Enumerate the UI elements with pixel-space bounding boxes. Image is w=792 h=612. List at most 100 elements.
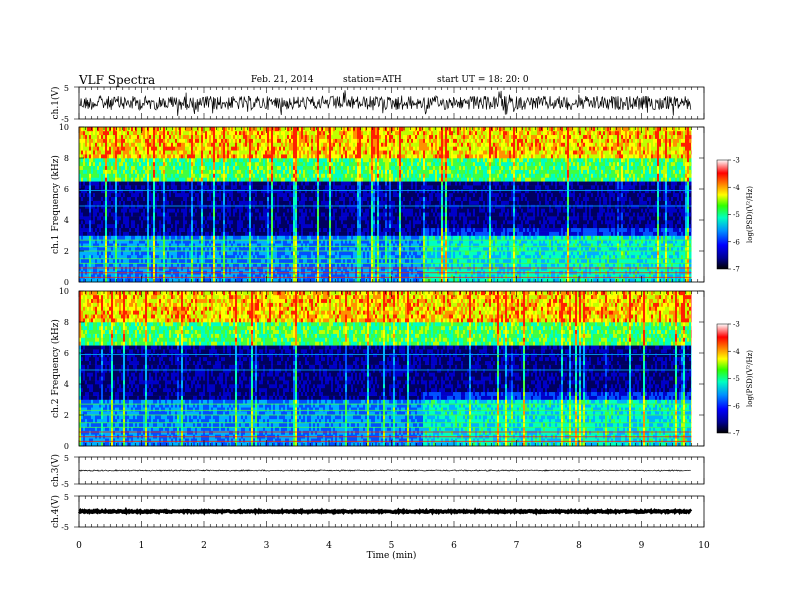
- spectrogram-cell: [257, 224, 259, 228]
- spectrogram-cell: [139, 201, 141, 205]
- spectrogram-cell: [179, 162, 181, 166]
- spectrogram-cell: [231, 259, 233, 263]
- spectrogram-cell: [259, 220, 261, 224]
- spectrogram-cell: [229, 216, 231, 220]
- spectrogram-cell: [185, 216, 187, 220]
- spectrogram-cell: [237, 201, 239, 205]
- spectrogram-cell: [241, 232, 243, 236]
- spectrogram-cell: [85, 143, 87, 147]
- spectrogram-cell: [295, 205, 297, 209]
- spectrogram-cell: [207, 170, 209, 174]
- spectrogram-cell: [239, 127, 241, 131]
- spectrogram-cell: [233, 193, 235, 197]
- spectrogram-cell: [105, 208, 107, 212]
- spectrogram-cell: [175, 205, 177, 209]
- spectrogram-cell: [307, 228, 309, 232]
- spectrogram-cell: [231, 143, 233, 147]
- spectrogram-cell: [251, 162, 253, 166]
- spectrogram-cell: [159, 170, 161, 174]
- spectrogram-cell: [81, 131, 83, 135]
- spectrogram-cell: [235, 174, 237, 178]
- spectrogram-cell: [239, 224, 241, 228]
- spectrogram-cell: [147, 224, 149, 228]
- spectrogram-cell: [225, 267, 227, 271]
- spectrogram-cell: [133, 212, 135, 216]
- spectrogram-cell: [267, 131, 269, 135]
- spectrogram-cell: [115, 158, 117, 162]
- spectrogram-cell: [317, 232, 319, 236]
- spectrogram-cell: [137, 185, 139, 189]
- spectrogram-cell: [279, 201, 281, 205]
- spectrogram-cell: [133, 181, 135, 185]
- spectrogram-cell: [215, 158, 217, 162]
- spectrogram-cell: [103, 197, 105, 201]
- spectrogram-cell: [255, 259, 257, 263]
- spectrogram-cell: [151, 170, 153, 174]
- spectrogram-cell: [241, 205, 243, 209]
- spectrogram-cell: [119, 177, 121, 181]
- spectrogram-cell: [163, 208, 165, 212]
- spectrogram-cell: [197, 205, 199, 209]
- spectrogram-cell: [213, 220, 215, 224]
- spectrogram-cell: [213, 267, 215, 271]
- spectrogram-cell: [253, 143, 255, 147]
- spectrogram-cell: [251, 166, 253, 170]
- spectrogram-cell: [207, 189, 209, 193]
- spectrogram-cell: [277, 185, 279, 189]
- spectrogram-cell: [133, 162, 135, 166]
- spectrogram-cell: [311, 267, 313, 271]
- spectrogram-cell: [305, 170, 307, 174]
- spectrogram-cell: [175, 220, 177, 224]
- spectrogram-cell: [219, 259, 221, 263]
- spectrogram-cell: [171, 162, 173, 166]
- spectrogram-cell: [145, 131, 147, 135]
- spectrogram-cell: [315, 208, 317, 212]
- spectrogram-cell: [187, 212, 189, 216]
- spectrogram-cell: [91, 220, 93, 224]
- spectrogram-cell: [157, 127, 159, 131]
- spectrogram-cell: [187, 189, 189, 193]
- spectrogram-cell: [273, 139, 275, 143]
- spectrogram-cell: [151, 174, 153, 178]
- spectrogram-cell: [99, 259, 101, 263]
- spectrogram-cell: [157, 197, 159, 201]
- spectrogram-cell: [219, 170, 221, 174]
- spectrogram-cell: [103, 154, 105, 158]
- spectrogram-cell: [89, 216, 91, 220]
- spectrogram-cell: [229, 197, 231, 201]
- spectrogram-cell: [297, 228, 299, 232]
- spectrogram-cell: [223, 185, 225, 189]
- spectrogram-cell: [93, 146, 95, 150]
- spectrogram-cell: [131, 135, 133, 139]
- spectrogram-cell: [287, 216, 289, 220]
- spectrogram-cell: [187, 127, 189, 131]
- spectrogram-cell: [163, 251, 165, 255]
- spectrogram-cell: [241, 143, 243, 147]
- spectrogram-cell: [309, 224, 311, 228]
- spectrogram-cell: [299, 185, 301, 189]
- spectrogram-cell: [149, 189, 151, 193]
- spectrogram-cell: [83, 232, 85, 236]
- spectrogram-cell: [153, 174, 155, 178]
- spectrogram-cell: [281, 131, 283, 135]
- spectrogram-cell: [169, 259, 171, 263]
- spectrogram-cell: [283, 166, 285, 170]
- spectrogram-cell: [107, 146, 109, 150]
- spectrogram-cell: [221, 205, 223, 209]
- spectrogram-cell: [265, 212, 267, 216]
- spectrogram-cell: [95, 150, 97, 154]
- spectrogram-cell: [271, 201, 273, 205]
- spectrogram-cell: [93, 251, 95, 255]
- spectrogram-cell: [255, 154, 257, 158]
- spectrogram-cell: [193, 177, 195, 181]
- spectrogram-cell: [153, 181, 155, 185]
- spectrogram-cell: [183, 174, 185, 178]
- spectrogram-cell: [89, 150, 91, 154]
- spectrogram-cell: [155, 220, 157, 224]
- spectrogram-cell: [85, 197, 87, 201]
- spectrogram-cell: [203, 174, 205, 178]
- spectrogram-cell: [105, 193, 107, 197]
- spectrogram-cell: [209, 189, 211, 193]
- spectrogram-cell: [217, 127, 219, 131]
- spectrogram-cell: [305, 127, 307, 131]
